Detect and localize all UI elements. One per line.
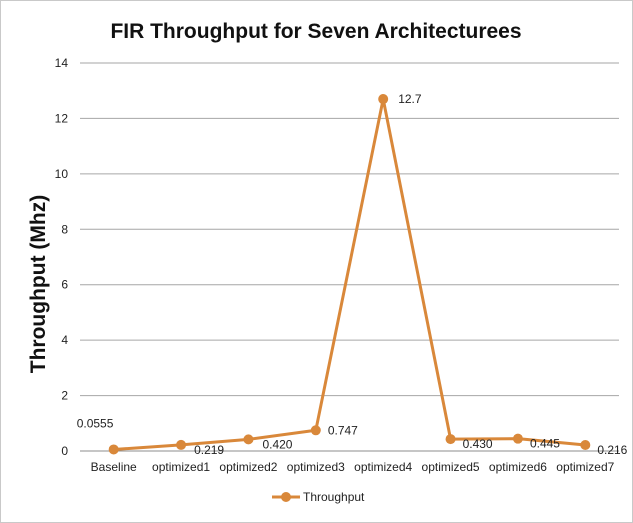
- y-tick-label: 6: [61, 278, 68, 292]
- x-tick-label: optimized6: [489, 460, 547, 474]
- data-label: 0.420: [262, 437, 292, 451]
- gridlines: [80, 62, 619, 452]
- data-label: 0.430: [463, 437, 493, 451]
- x-tick-labels: Baseline optimized1 optimized2 optimized3 op…: [91, 460, 615, 474]
- chart-title: FIR Throughput for Seven Architecturees: [110, 20, 521, 43]
- x-tick-label: Baseline: [91, 460, 137, 474]
- legend-label: Throughput: [303, 490, 365, 504]
- x-tick-label: optimized3: [287, 460, 345, 474]
- x-tick-label: optimized7: [556, 460, 614, 474]
- y-tick-label: 4: [61, 333, 68, 347]
- data-point: [243, 434, 254, 445]
- legend-marker: [281, 492, 291, 502]
- data-label: 0.0555: [77, 416, 114, 430]
- y-tick-label: 10: [55, 167, 69, 181]
- x-tick-label: optimized1: [152, 460, 210, 474]
- data-label: 12.7: [398, 92, 422, 106]
- y-tick-label: 14: [55, 56, 69, 70]
- data-point: [176, 439, 187, 450]
- data-point: [445, 434, 456, 445]
- y-axis-label: Throughput (Mhz): [27, 195, 50, 373]
- data-labels: 0.0555 0.219 0.420 0.747 12.7 0.430 0.445 0.216: [77, 92, 628, 457]
- y-tick-label: 8: [61, 222, 68, 236]
- legend: Throughput: [272, 490, 365, 504]
- data-point: [378, 94, 389, 105]
- data-point: [108, 444, 119, 455]
- y-tick-label: 2: [61, 389, 68, 403]
- data-point: [580, 440, 591, 451]
- y-tick-labels: 0 2 4 6 8 10 12 14: [55, 56, 69, 458]
- data-point: [310, 425, 321, 436]
- y-tick-label: 0: [61, 444, 68, 458]
- data-label: 0.216: [597, 443, 627, 457]
- y-tick-label: 12: [55, 111, 69, 125]
- x-tick-label: optimized2: [219, 460, 277, 474]
- data-point: [512, 433, 523, 444]
- x-tick-label: optimized5: [422, 460, 480, 474]
- series-line: [113, 97, 586, 451]
- data-label: 0.219: [194, 443, 224, 457]
- data-label: 0.445: [530, 437, 560, 451]
- x-tick-label: optimized4: [354, 460, 412, 474]
- data-label: 0.747: [328, 423, 358, 437]
- series-throughput: [108, 94, 591, 455]
